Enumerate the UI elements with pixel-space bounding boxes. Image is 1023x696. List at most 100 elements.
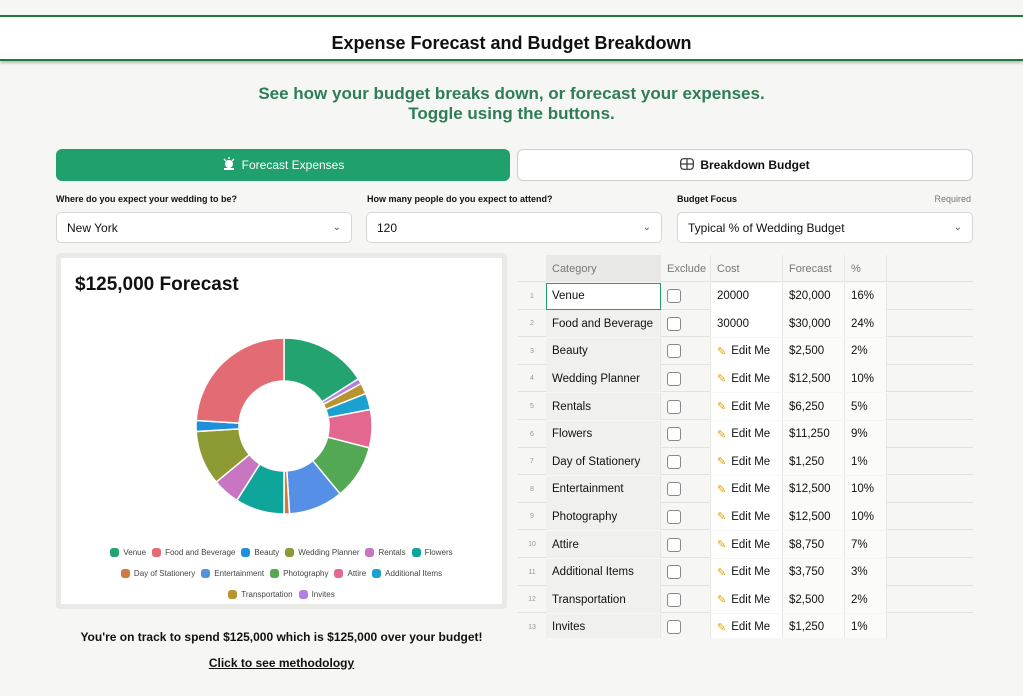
cost-cell[interactable]: ✎ Edit Me	[711, 613, 783, 638]
percent-cell: 16%	[845, 282, 887, 310]
exclude-checkbox[interactable]	[667, 592, 681, 607]
category-cell[interactable]: Invites	[546, 613, 661, 638]
cost-value: Edit Me	[731, 538, 771, 551]
slice-food-and-beverage[interactable]	[195, 337, 285, 424]
exclude-cell	[661, 558, 711, 586]
exclude-cell	[661, 475, 711, 503]
legend-item[interactable]: Attire	[334, 564, 366, 583]
cost-cell[interactable]: ✎ Edit Me	[711, 558, 783, 586]
forecast-cell: $2,500	[783, 586, 845, 614]
legend-label: Food and Beverage	[165, 548, 236, 557]
category-cell[interactable]: Wedding Planner	[546, 365, 661, 393]
cost-value: Edit Me	[731, 510, 771, 523]
cost-cell[interactable]: ✎ Edit Me	[711, 448, 783, 476]
legend-item[interactable]: Wedding Planner	[285, 543, 359, 562]
cost-cell[interactable]: ✎ Edit Me	[711, 586, 783, 614]
legend-item[interactable]: Rentals	[365, 543, 406, 562]
budget-focus-label: Budget Focus	[677, 194, 737, 204]
methodology-link[interactable]: Click to see methodology	[208, 656, 355, 670]
forecast-cell: $1,250	[783, 613, 845, 638]
exclude-checkbox[interactable]	[667, 509, 681, 524]
cost-cell[interactable]: ✎ Edit Me	[711, 531, 783, 558]
cost-value: Edit Me	[731, 483, 771, 496]
pencil-icon: ✎	[717, 511, 727, 524]
legend-item[interactable]: Food and Beverage	[152, 543, 235, 562]
legend-label: Photography	[283, 569, 329, 578]
category-cell[interactable]: Beauty	[546, 337, 661, 365]
exclude-checkbox[interactable]	[667, 565, 681, 580]
category-cell[interactable]: Venue	[546, 282, 661, 310]
legend-item[interactable]: Venue	[110, 543, 146, 562]
exclude-checkbox[interactable]	[667, 427, 681, 442]
exclude-checkbox[interactable]	[667, 620, 681, 635]
cost-cell[interactable]: 20000	[711, 282, 783, 310]
header-exclude[interactable]: Exclude	[661, 255, 711, 282]
percent-cell: 1%	[845, 448, 887, 476]
legend-item[interactable]: Entertainment	[201, 564, 264, 583]
exclude-checkbox[interactable]	[667, 537, 681, 552]
cost-cell[interactable]: ✎ Edit Me	[711, 503, 783, 531]
exclude-checkbox[interactable]	[667, 344, 681, 359]
legend-item[interactable]: Photography	[270, 564, 328, 583]
cost-cell[interactable]: ✎ Edit Me	[711, 365, 783, 393]
page-title: Expense Forecast and Budget Breakdown	[331, 33, 692, 53]
breakdown-budget-button[interactable]: Breakdown Budget	[517, 149, 973, 181]
cost-cell[interactable]: 30000	[711, 310, 783, 338]
legend-item[interactable]: Transportation	[228, 585, 293, 604]
guests-label: How many people do you expect to attend?	[367, 194, 553, 204]
location-select[interactable]: New York ⌄	[56, 212, 352, 243]
header-percent[interactable]: %	[845, 255, 887, 282]
category-cell[interactable]: Attire	[546, 531, 661, 558]
category-cell[interactable]: Entertainment	[546, 475, 661, 503]
header-category[interactable]: Category	[546, 255, 661, 282]
category-cell[interactable]: Transportation	[546, 586, 661, 614]
category-cell[interactable]: Food and Beverage	[546, 310, 661, 338]
table-row: 5 Rentals ✎ Edit Me $6,250 5%	[518, 393, 973, 420]
exclude-cell	[661, 310, 711, 338]
row-number: 12	[528, 596, 536, 604]
row-number: 10	[528, 541, 536, 548]
cost-cell[interactable]: ✎ Edit Me	[711, 393, 783, 420]
cost-cell[interactable]: ✎ Edit Me	[711, 475, 783, 503]
legend-item[interactable]: Invites	[298, 585, 335, 604]
legend-swatch	[152, 548, 162, 557]
chevron-down-icon: ⌄	[642, 222, 651, 233]
percent-cell: 24%	[845, 310, 887, 338]
exclude-checkbox[interactable]	[667, 289, 681, 304]
category-cell[interactable]: Rentals	[546, 393, 661, 420]
forecast-chart-card: $125,000 Forecast Venue Food and Beverage…	[56, 253, 507, 609]
legend-item[interactable]: Flowers	[411, 543, 453, 562]
exclude-cell	[661, 337, 711, 365]
forecast-cell: $3,750	[783, 558, 845, 586]
legend-swatch	[334, 569, 344, 578]
guests-select[interactable]: 120 ⌄	[366, 212, 662, 243]
category-cell[interactable]: Flowers	[546, 420, 661, 448]
exclude-checkbox[interactable]	[667, 371, 681, 386]
legend-item[interactable]: Day of Stationery	[120, 564, 195, 583]
legend-item[interactable]: Beauty	[241, 543, 279, 562]
exclude-checkbox[interactable]	[667, 399, 681, 414]
legend-item[interactable]: Additional Items	[372, 564, 442, 583]
legend-label: Wedding Planner	[298, 548, 360, 557]
forecast-expenses-button[interactable]: Forecast Expenses	[56, 149, 510, 181]
category-cell[interactable]: Additional Items	[546, 558, 661, 586]
legend-swatch	[285, 548, 295, 557]
header-cost[interactable]: Cost	[711, 255, 783, 282]
table-row: 7 Day of Stationery ✎ Edit Me $1,250 1%	[518, 448, 973, 476]
percent-cell: 2%	[845, 337, 887, 365]
cost-cell[interactable]: ✎ Edit Me	[711, 420, 783, 448]
pencil-icon: ✎	[717, 483, 727, 496]
exclude-checkbox[interactable]	[667, 316, 681, 331]
budget-focus-select[interactable]: Typical % of Wedding Budget ⌄	[677, 212, 973, 243]
category-cell[interactable]: Day of Stationery	[546, 448, 661, 476]
percent-cell: 3%	[845, 558, 887, 586]
header-forecast[interactable]: Forecast	[783, 255, 845, 282]
row-number: 4	[530, 375, 534, 383]
category-cell[interactable]: Photography	[546, 503, 661, 531]
exclude-checkbox[interactable]	[667, 454, 681, 469]
table-row: 6 Flowers ✎ Edit Me $11,250 9%	[518, 420, 973, 448]
row-number: 9	[530, 513, 534, 521]
cost-cell[interactable]: ✎ Edit Me	[711, 337, 783, 365]
exclude-checkbox[interactable]	[667, 482, 681, 497]
location-value: New York	[67, 220, 118, 235]
